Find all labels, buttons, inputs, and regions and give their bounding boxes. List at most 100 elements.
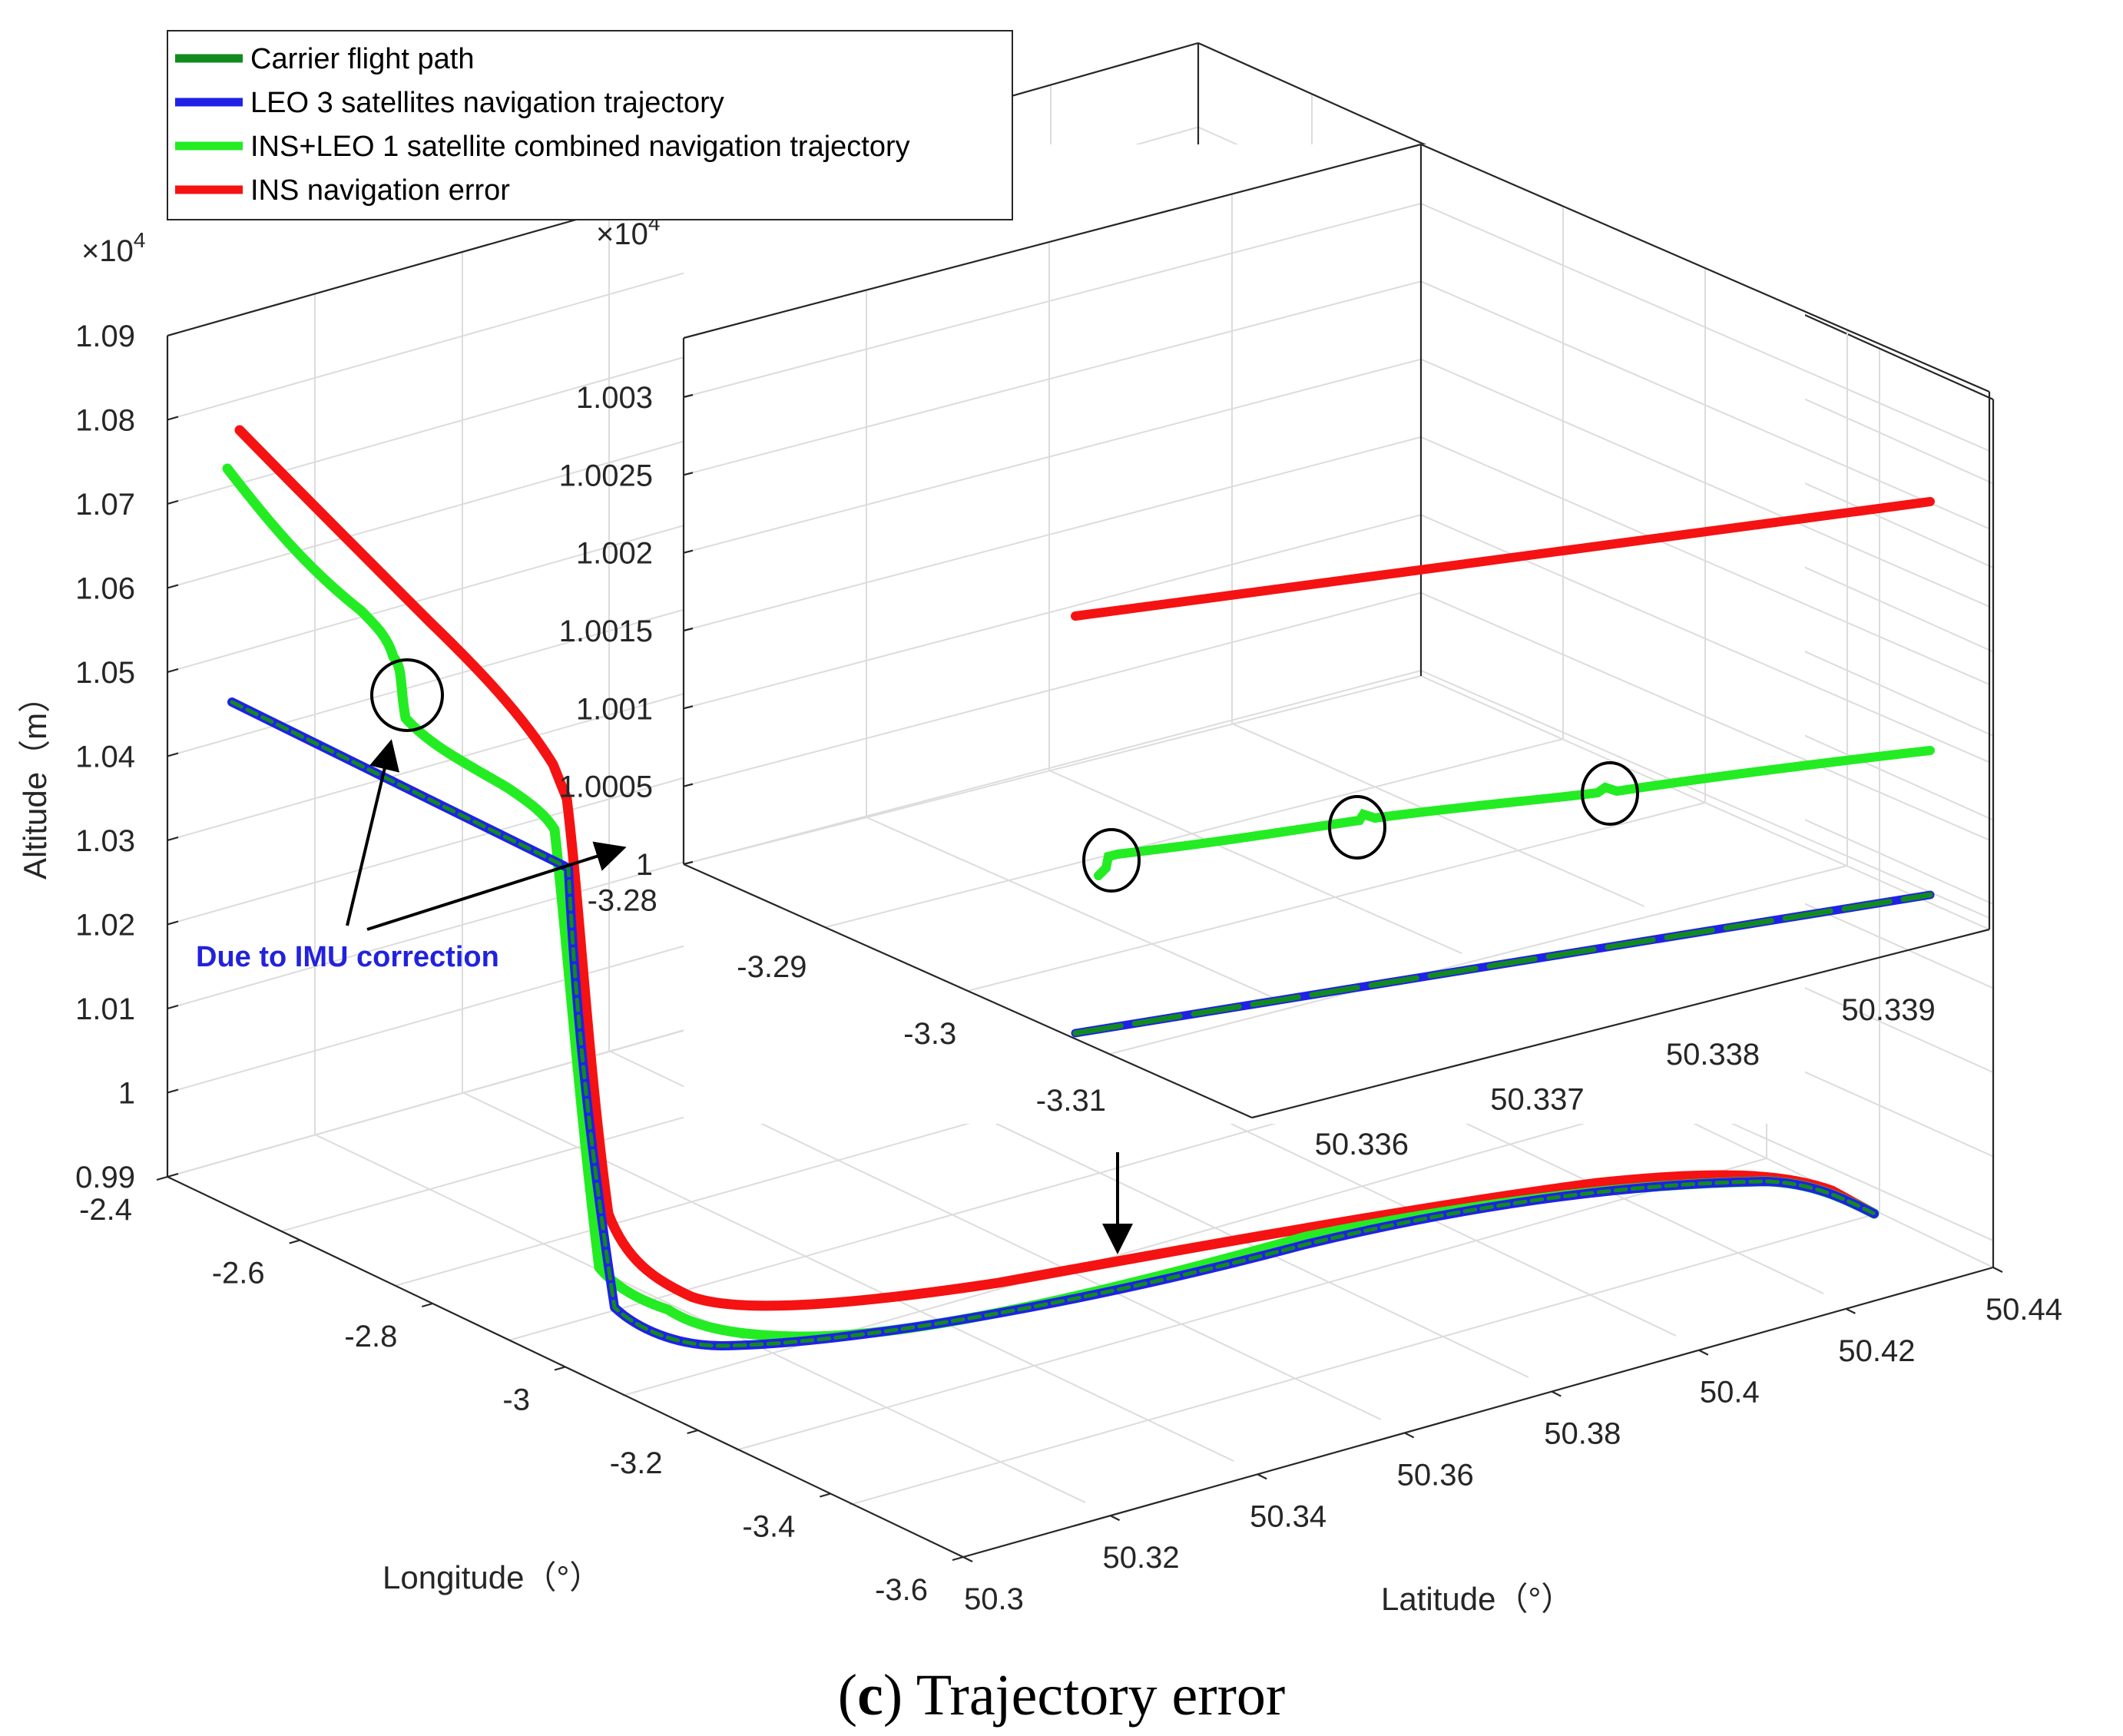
legend-label: INS navigation error	[250, 174, 510, 207]
series-ins-error-line	[234, 425, 1880, 1311]
y-tick-mark	[1110, 1515, 1121, 1522]
x-tick-mark	[952, 1555, 964, 1562]
inset-z-grid-line	[683, 670, 1422, 865]
inset-axes: 1.003 1.0025 1.002 1.0015 1.001 1.0005 1-3.28 -…	[559, 143, 1991, 1161]
z-tick-label: 1	[118, 1077, 135, 1111]
legend-items: Carrier flight path LEO 3 satellites navi…	[175, 43, 910, 207]
legend-box	[167, 30, 1013, 220]
legend-item: Carrier flight path	[175, 43, 474, 75]
inset-z-tick-label: 1.0005	[559, 770, 653, 804]
inset-z-grid-line	[683, 358, 1422, 554]
inset-z-grid-line	[683, 514, 1422, 710]
inset-z-grid-line	[1420, 203, 1990, 452]
z-tick-mark	[167, 836, 179, 842]
z-tick-label: 1.05	[75, 656, 135, 690]
y-tick-label: 50.36	[1397, 1458, 1474, 1492]
inset-z-tick-mark	[683, 783, 694, 787]
main-correction-circle	[370, 658, 444, 732]
y-axis-label: Latitude（°）	[1381, 1581, 1573, 1617]
inset-z-tick-mark	[683, 860, 694, 866]
inset-z-grid-line	[683, 436, 1422, 631]
legend-item: INS navigation error	[175, 174, 510, 207]
inset-z-tick-label: 1.003	[576, 381, 653, 415]
x-tick-label: -2.4	[79, 1193, 132, 1227]
legend: Carrier flight path LEO 3 satellites navi…	[167, 30, 1013, 220]
z-tick-label: 1.07	[75, 488, 135, 522]
inset-ins-error-line	[1071, 497, 1935, 621]
inset-z-grid-line	[1420, 280, 1990, 530]
inset-z-grid-line	[1420, 436, 1990, 685]
inset-carrier-line	[1072, 892, 1933, 1036]
x-tick-label: -2.6	[212, 1257, 265, 1290]
legend-label: Carrier flight path	[250, 43, 474, 75]
z-tick-mark	[167, 1088, 179, 1094]
inset-z-tick-label: 1.001	[576, 692, 653, 726]
inset-circle-2	[1328, 795, 1386, 860]
z-tick-label: 1.04	[75, 740, 135, 774]
z-tick-mark	[167, 752, 179, 757]
inset-z-tick-mark	[683, 393, 694, 399]
legend-item: LEO 3 satellites navigation trajectory	[175, 87, 724, 119]
z-tick-label: 0.99	[75, 1161, 135, 1194]
x-tick-label: -2.8	[344, 1320, 397, 1353]
z-tick-label: 1.08	[75, 404, 135, 438]
inset-z-tick-mark	[683, 549, 694, 554]
main-trajectories	[222, 425, 1880, 1350]
y-tick-mark	[1404, 1432, 1415, 1439]
legend-label: INS+LEO 1 satellite combined navigation …	[250, 131, 910, 163]
inset-y-tick-label: 50.336	[1315, 1128, 1409, 1161]
z-tick-mark	[167, 416, 179, 421]
z-tick-mark	[167, 331, 179, 337]
z-tick-label: 1.01	[75, 992, 135, 1026]
y-tick-label: 50.4	[1700, 1376, 1760, 1410]
inset-z-grid-line	[1420, 358, 1990, 608]
inset-box-edges	[682, 143, 1991, 1119]
figure-caption: (c) Trajectory error	[838, 1663, 1285, 1728]
inset-z-tick-label: 1	[636, 848, 653, 882]
z-tick-label: 1.03	[75, 824, 135, 858]
inset-z-tick-mark	[683, 472, 694, 476]
x-tick-label: -3	[502, 1383, 530, 1417]
y-tick-mark	[1257, 1473, 1267, 1480]
x-tick-mark	[820, 1492, 831, 1498]
annotation-arrow-2	[366, 841, 627, 931]
z-tick-label: 1.09	[75, 320, 135, 353]
inset-circle-1	[1082, 828, 1141, 893]
inset-x-tick-label: -3.29	[737, 950, 806, 984]
legend-item: INS+LEO 1 satellite combined navigation …	[175, 131, 910, 163]
annotation-text: Due to IMU correction	[196, 941, 499, 973]
x-axis-label: Longitude（°）	[383, 1559, 601, 1595]
inset-z-tick-mark	[683, 705, 694, 710]
inset-z-tick-label: 1.0025	[559, 459, 653, 492]
z-tick-mark	[167, 668, 179, 674]
y-tick-label: 50.44	[1986, 1293, 2062, 1327]
y-tick-label: 50.3	[964, 1582, 1024, 1616]
x-tick-label: -3.4	[742, 1510, 795, 1544]
inset-y-tick-label: 50.339	[1841, 993, 1935, 1027]
z-tick-mark	[167, 1172, 179, 1178]
z-tick-label: 1.06	[75, 572, 135, 606]
inset-z-tick-label: 1.002	[576, 537, 653, 571]
y-tick-mark	[962, 1556, 973, 1562]
inset-z-grid-line	[683, 280, 1422, 476]
inset-ins-leo1-line	[1094, 746, 1935, 880]
y-tick-mark	[1698, 1349, 1709, 1356]
inset-y-tick-label: 50.338	[1666, 1038, 1760, 1072]
inset-z-tick-label: 1.0015	[559, 615, 653, 648]
main-z-multiplier: ×104	[81, 228, 145, 268]
x-tick-label: -3.2	[610, 1446, 663, 1480]
series-carrier-line	[230, 700, 1876, 1348]
inset-trajectories	[1071, 497, 1935, 1038]
inset-z-tick-mark	[683, 627, 694, 632]
annotations: Due to IMU correction	[196, 739, 1133, 1254]
annotation-arrow-1	[346, 739, 400, 926]
y-tick-label: 50.42	[1838, 1334, 1915, 1368]
inset-circle-3	[1581, 761, 1639, 826]
inset-x-tick-label: -3.31	[1036, 1084, 1106, 1118]
z-tick-mark	[167, 499, 179, 505]
inset-x-tick-label: -3.3	[903, 1017, 956, 1051]
y-tick-mark	[1551, 1390, 1562, 1397]
inset-z-grid-line	[683, 203, 1422, 398]
inset-ticks: 1.003 1.0025 1.002 1.0015 1.001 1.0005 1-3.28 -…	[559, 381, 1936, 1161]
